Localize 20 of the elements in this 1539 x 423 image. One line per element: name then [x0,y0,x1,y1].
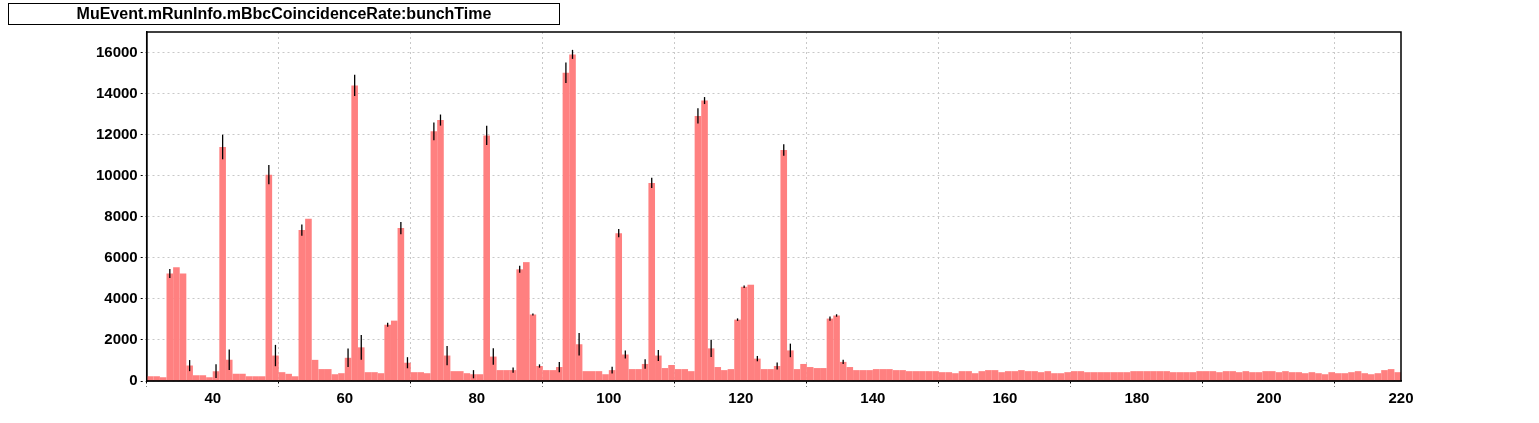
x-tick-label: 40 [204,389,222,407]
x-tick-label: 140 [860,389,886,407]
x-tick-label: 120 [728,389,754,407]
x-tick-label: 160 [992,389,1018,407]
y-tick-label: 10000 [95,165,138,183]
x-tick-label: 180 [1124,389,1150,407]
y-tick-label: 2000 [104,330,138,348]
x-tick-label: 220 [1388,389,1414,407]
x-tick-label: 100 [596,389,622,407]
y-tick-label: 6000 [104,247,138,265]
x-tick-label: 60 [336,389,354,407]
y-tick-label: 0 [129,371,138,389]
y-tick-label: 8000 [104,206,138,224]
y-tick-label: 4000 [104,289,138,307]
x-tick-label: 200 [1256,389,1282,407]
y-tick-label: 14000 [95,83,138,101]
y-tick-label: 12000 [95,124,138,142]
chart-title: MuEvent.mRunInfo.mBbcCoincidenceRate:bunchTime [8,3,560,25]
y-tick-label: 16000 [95,42,138,60]
x-tick-label: 80 [468,389,486,407]
